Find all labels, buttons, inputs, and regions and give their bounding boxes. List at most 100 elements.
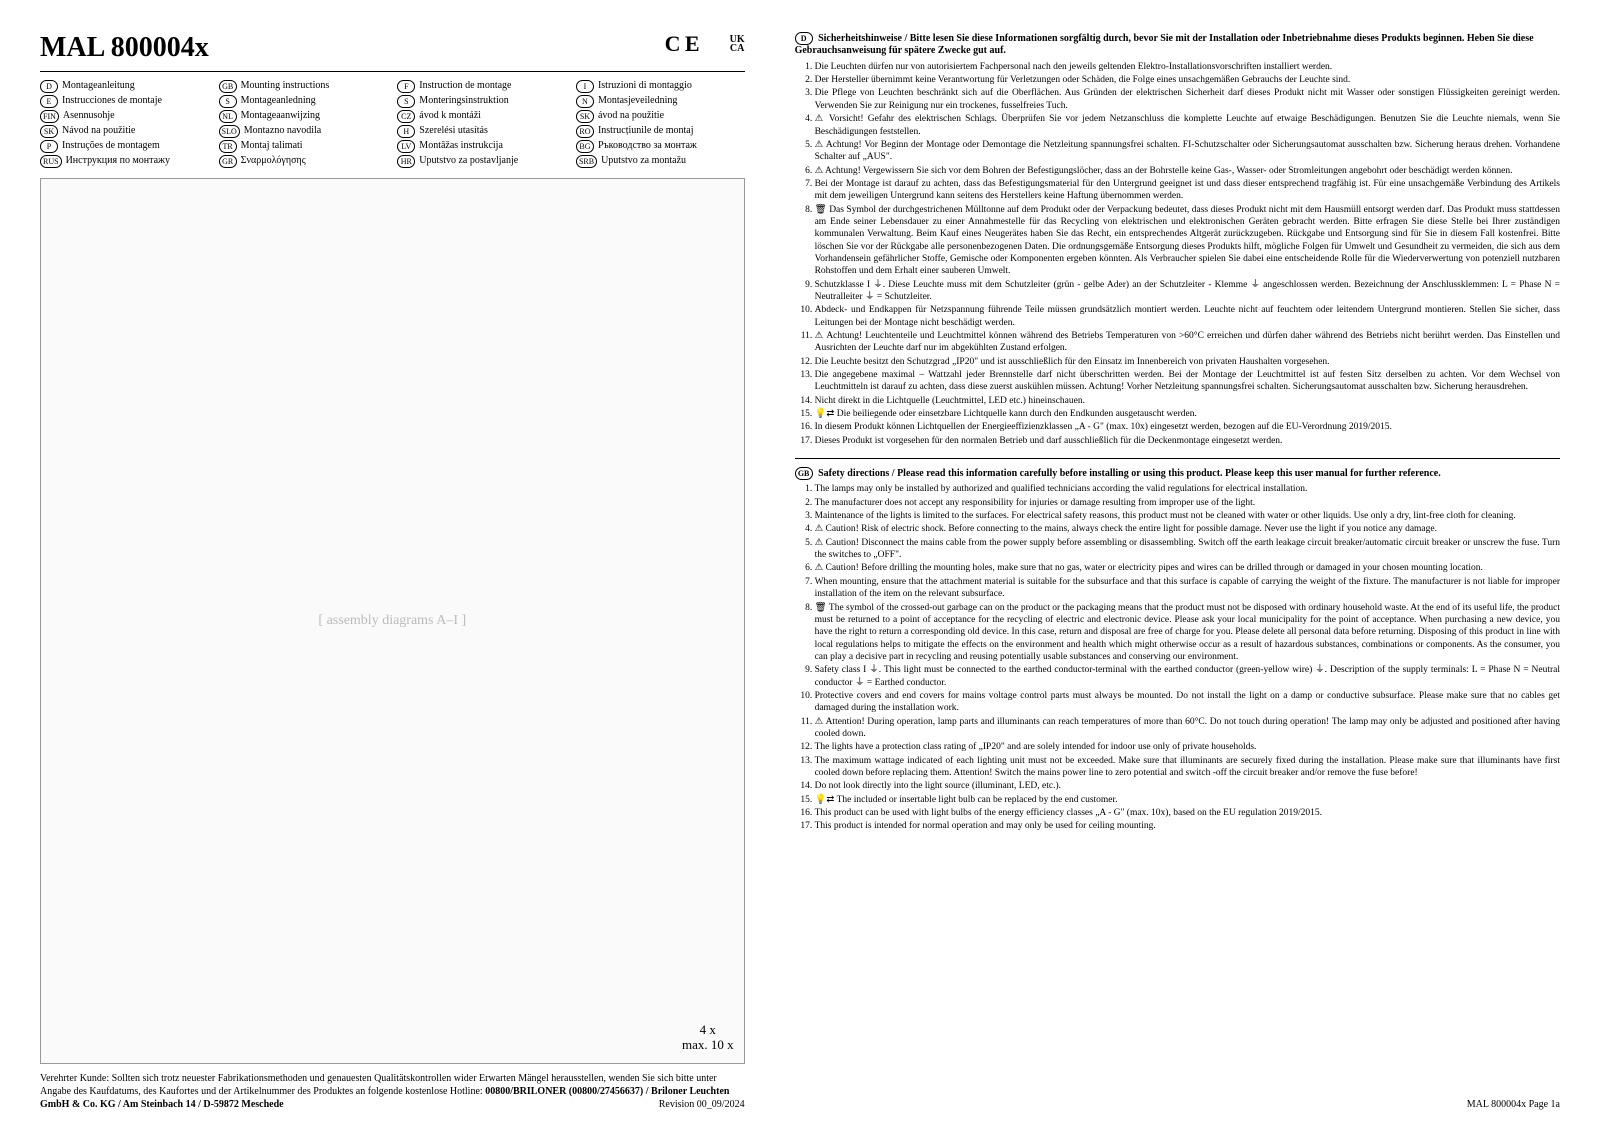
lang-code-icon: SRB (576, 155, 597, 168)
compliance-marks: C E UK CA (665, 30, 745, 58)
lang-code-icon: N (576, 95, 594, 108)
instruction-item: The lamps may only be installed by autho… (815, 483, 1560, 495)
lang-label: Uputstvo za montažu (601, 155, 686, 168)
lang-label: Monteringsinstruktion (419, 95, 508, 108)
lang-item: H Szerelési utasítás (397, 125, 566, 138)
instruction-item: 💡⇄ Die beiliegende oder einsetzbare Lich… (815, 408, 1560, 420)
lang-code-icon: S (219, 95, 237, 108)
lang-label: Instrucciones de montaje (62, 95, 162, 108)
instruction-item: Schutzklasse I ⏚. Diese Leuchte muss mit… (815, 279, 1560, 304)
diagram-callout: 4 x max. 10 x (682, 1022, 734, 1053)
instruction-item: ⚠ Achtung! Leuchtenteile und Leuchtmitte… (815, 330, 1560, 355)
instruction-item: This product is intended for normal oper… (815, 820, 1560, 832)
instruction-item: Maintenance of the lights is limited to … (815, 510, 1560, 522)
lang-code-icon: CZ (397, 110, 415, 123)
instruction-item: ⚠ Vorsicht! Gefahr des elektrischen Schl… (815, 113, 1560, 138)
section-title-de: D Sicherheitshinweise / Bitte lesen Sie … (795, 32, 1560, 58)
lang-item: NMontasjeveiledning (576, 95, 745, 108)
lang-item: LV Montāžas instrukcija (397, 140, 566, 153)
lang-item: TRMontaj talimati (219, 140, 388, 153)
lang-item: HRUputstvo za postavljanje (397, 155, 566, 168)
instruction-item: Nicht direkt in die Lichtquelle (Leuchtm… (815, 395, 1560, 407)
section-divider (795, 458, 1560, 459)
lang-code-icon: D (40, 80, 58, 93)
lang-icon-en: GB (795, 467, 813, 480)
lang-code-icon: SK (40, 125, 58, 138)
lang-code-icon: BG (576, 140, 594, 153)
lang-icon-de: D (795, 32, 813, 45)
lang-label: Mounting instructions (241, 80, 330, 93)
instruction-item: In diesem Produkt können Lichtquellen de… (815, 421, 1560, 433)
instruction-item: 🗑 Das Symbol der durchgestrichenen Müllt… (815, 204, 1560, 278)
instruction-item: The lights have a protection class ratin… (815, 741, 1560, 753)
instruction-item: Bei der Montage ist darauf zu achten, da… (815, 178, 1560, 203)
lang-item: SLO Montazno navodila (219, 125, 388, 138)
lang-code-icon: LV (397, 140, 415, 153)
instruction-item: Die Leuchten dürfen nur von autorisierte… (815, 61, 1560, 73)
lang-item: RUSИнструкция по монтажу (40, 155, 209, 168)
lang-label: ávod k montáži (419, 110, 481, 123)
lang-item: SK Návod na použitie (40, 125, 209, 138)
lang-item: SRB Uputstvo za montažu (576, 155, 745, 168)
lang-item: SMonteringsinstruktion (397, 95, 566, 108)
lang-label: Σναρμολόγησης (241, 155, 306, 168)
instructions-de: Die Leuchten dürfen nur von autorisierte… (795, 61, 1560, 448)
instruction-item: Der Hersteller übernimmt keine Verantwor… (815, 74, 1560, 86)
language-grid: D Montageanleitung GBMounting instructions… (40, 80, 745, 168)
lang-label: Montageanleitung (62, 80, 135, 93)
instruction-item: Protective covers and end covers for mai… (815, 690, 1560, 715)
instruction-item: 💡⇄ The included or insertable light bulb… (815, 794, 1560, 806)
instruction-item: Abdeck- und Endkappen für Netzspannung f… (815, 304, 1560, 329)
lang-code-icon: HR (397, 155, 415, 168)
lang-label: Ръководство за монтаж (598, 140, 697, 153)
instruction-item: Do not look directly into the light sour… (815, 780, 1560, 792)
instruction-item: ⚠ Attention! During operation, lamp part… (815, 716, 1560, 741)
lang-item: E Instrucciones de montaje (40, 95, 209, 108)
lang-item: NLMontageaanwijzing (219, 110, 388, 123)
lang-label: Instrucțiunile de montaj (598, 125, 694, 138)
lang-item: SMontageanledning (219, 95, 388, 108)
lang-code-icon: RUS (40, 155, 62, 168)
lang-item: GBMounting instructions (219, 80, 388, 93)
lang-code-icon: H (397, 125, 415, 138)
lang-label: Montāžas instrukcija (419, 140, 503, 153)
lang-code-icon: SLO (219, 125, 240, 138)
instruction-item: The manufacturer does not accept any res… (815, 497, 1560, 509)
instruction-item: 🗑 The symbol of the crossed-out garbage … (815, 602, 1560, 664)
header: MAL 800004x C E UK CA (40, 30, 745, 72)
lang-code-icon: I (576, 80, 594, 93)
lang-item: SKávod na použitie (576, 110, 745, 123)
lang-label: Montazno navodila (244, 125, 321, 138)
lang-item: CZ ávod k montáži (397, 110, 566, 123)
lang-item: FInstruction de montage (397, 80, 566, 93)
lang-label: Asennusohje (63, 110, 115, 123)
lang-code-icon: F (397, 80, 415, 93)
lang-item: BG Ръководство за монтаж (576, 140, 745, 153)
lang-label: Szerelési utasítás (419, 125, 488, 138)
section-title-en: GB Safety directions / Please read this … (795, 467, 1560, 480)
instruction-item: ⚠ Caution! Risk of electric shock. Befor… (815, 523, 1560, 535)
lang-label: Návod na použitie (62, 125, 135, 138)
lang-item: IIstruzioni di montaggio (576, 80, 745, 93)
ukca-mark: UK CA (730, 35, 745, 53)
left-page: MAL 800004x C E UK CA D Montageanleitung G… (40, 30, 770, 1111)
lang-code-icon: P (40, 140, 58, 153)
lang-label: ávod na použitie (598, 110, 664, 123)
instruction-item: ⚠ Caution! Disconnect the mains cable fr… (815, 537, 1560, 562)
lang-code-icon: TR (219, 140, 237, 153)
assembly-diagram: [ assembly diagrams A–I ] 4 x max. 10 x (40, 178, 745, 1064)
footer-left: Verehrter Kunde: Sollten sich trotz neue… (40, 1072, 745, 1111)
instruction-item: This product can be used with light bulb… (815, 807, 1560, 819)
instruction-item: ⚠ Caution! Before drilling the mounting … (815, 562, 1560, 574)
instructions-en: The lamps may only be installed by autho… (795, 483, 1560, 833)
lang-item: PInstruções de montagem (40, 140, 209, 153)
instruction-item: Die Pflege von Leuchten beschränkt sich … (815, 87, 1560, 112)
lang-code-icon: FIN (40, 110, 59, 123)
instruction-item: Dieses Produkt ist vorgesehen für den no… (815, 435, 1560, 447)
ce-mark: C E (665, 30, 700, 58)
product-title: MAL 800004x (40, 30, 209, 65)
lang-code-icon: RO (576, 125, 594, 138)
footer-right: MAL 800004x Page 1a (795, 1089, 1560, 1112)
instruction-item: ⚠ Achtung! Vergewissern Sie sich vor dem… (815, 165, 1560, 177)
lang-code-icon: E (40, 95, 58, 108)
